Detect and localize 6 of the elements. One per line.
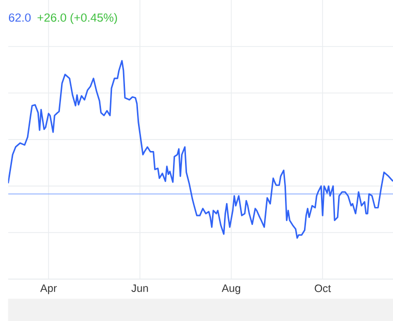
x-tick-label: Apr — [40, 284, 57, 294]
x-tick-label: Aug — [222, 284, 240, 294]
chart-title: 62.0 — [8, 13, 31, 22]
x-tick-label: Jun — [131, 284, 148, 292]
chart-subtitle: +26.0 (+0.45%) — [38, 13, 117, 24]
x-tick-label: Oct — [314, 284, 331, 292]
